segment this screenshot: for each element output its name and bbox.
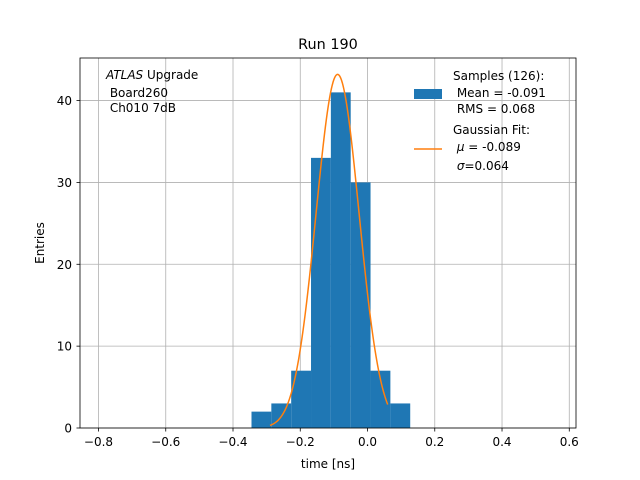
- atlas-annotation: ATLAS Upgrade Board260 Ch010 7dB: [105, 68, 198, 115]
- annotation-channel: Ch010 7dB: [106, 101, 176, 115]
- histogram-bar: [390, 403, 411, 428]
- x-axis-label: time [ns]: [301, 457, 355, 471]
- annotation-line-1: ATLAS Upgrade: [105, 68, 198, 82]
- legend-sigma-symbol: σ: [457, 159, 465, 173]
- annotation-atlas: ATLAS: [105, 68, 144, 82]
- x-tick-label: −0.6: [151, 435, 180, 449]
- legend-mu-value: = -0.089: [464, 140, 520, 154]
- x-tick-label: −0.2: [286, 435, 315, 449]
- y-tick-label: 0: [64, 422, 72, 436]
- x-tick-label: 0.2: [425, 435, 444, 449]
- legend: Samples (126): Mean = -0.091 RMS = 0.068…: [414, 69, 546, 173]
- legend-fit-mu: μ = -0.089: [453, 140, 521, 154]
- histogram-bar: [291, 370, 312, 428]
- histogram-bar: [330, 92, 351, 429]
- legend-hist-swatch: [414, 89, 442, 99]
- x-tick-label: 0.4: [492, 435, 511, 449]
- annotation-board: Board260: [106, 86, 168, 100]
- y-tick-label: 20: [57, 258, 72, 272]
- histogram-bar: [311, 157, 331, 429]
- x-tick-label: 0.0: [358, 435, 377, 449]
- histogram-bar: [370, 370, 391, 428]
- legend-fit-sigma: σ=0.064: [453, 159, 509, 173]
- y-tick-label: 40: [57, 94, 72, 108]
- gaussian-fit-line: [269, 73, 389, 427]
- legend-mean: Mean = -0.091: [453, 86, 546, 100]
- y-axis-ticks: 0 10 20 30 40: [57, 94, 80, 436]
- x-axis-ticks: −0.8 −0.6 −0.4 −0.2 0.0 0.2 0.4 0.6: [84, 428, 579, 449]
- histogram-bar: [251, 411, 272, 428]
- legend-fit-title: Gaussian Fit:: [453, 123, 530, 137]
- histogram-bars: [251, 92, 411, 429]
- plot-frame: [79, 57, 577, 429]
- legend-rms: RMS = 0.068: [453, 102, 535, 116]
- legend-samples: Samples (126):: [453, 69, 544, 83]
- x-tick-label: −0.8: [84, 435, 113, 449]
- chart-title: Run 190: [298, 37, 358, 53]
- y-tick-label: 30: [57, 176, 72, 190]
- legend-mu-symbol: μ: [456, 140, 465, 154]
- histogram-bar: [350, 182, 371, 428]
- x-tick-label: −0.4: [218, 435, 247, 449]
- x-tick-label: 0.6: [560, 435, 579, 449]
- annotation-upgrade: Upgrade: [143, 68, 198, 82]
- legend-sigma-value: =0.064: [464, 159, 508, 173]
- y-tick-label: 10: [57, 340, 72, 354]
- y-axis-label: Entries: [33, 222, 47, 264]
